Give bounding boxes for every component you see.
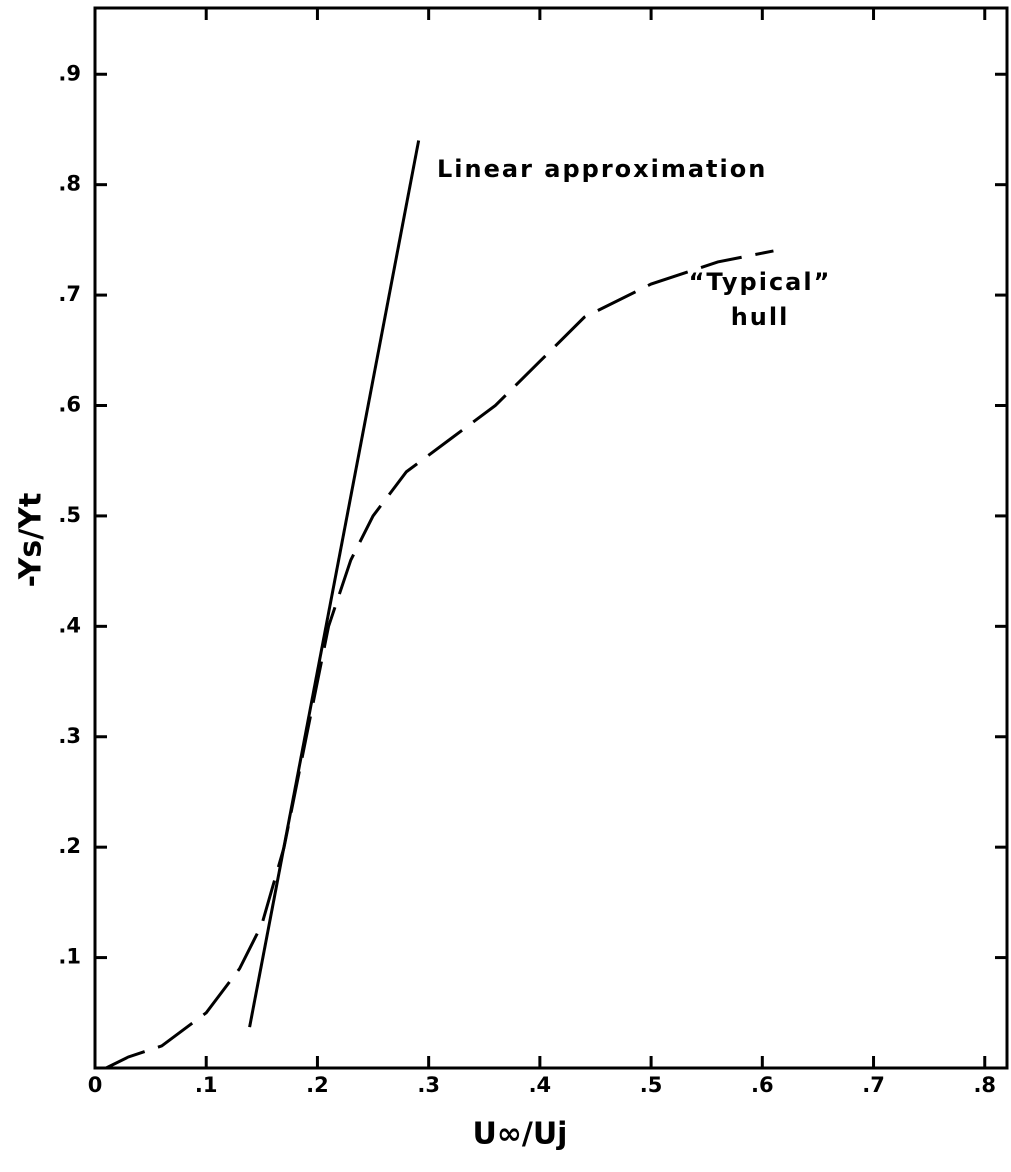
annotation: hull [731,303,790,331]
x-tick-label: .2 [306,1073,329,1097]
x-tick-label: .6 [751,1073,774,1097]
y-tick-label: .2 [58,834,81,858]
y-tick-label: .8 [58,172,81,196]
annotation: Linear approximation [437,155,767,183]
y-tick-label: .7 [58,282,81,306]
series-line [105,249,774,1070]
x-tick-label: .8 [973,1073,996,1097]
y-tick-label: .1 [58,945,81,969]
series-line [248,140,421,1028]
y-tick-label: .5 [58,503,81,527]
y-tick-label: .9 [58,61,81,85]
x-tick-label: .1 [195,1073,218,1097]
x-axis-label: U∞/Uj [473,1117,568,1152]
annotation: “Typical” [689,268,832,296]
y-tick-label: .4 [58,613,81,637]
x-tick-label: .7 [862,1073,885,1097]
x-tick-label: .4 [529,1073,552,1097]
y-tick-label: .3 [58,724,81,748]
x-tick-label: .3 [417,1073,440,1097]
y-tick-label: .6 [58,393,81,417]
y-axis-label: -Ys/Yt [14,493,49,588]
x-tick-label: .5 [640,1073,663,1097]
x-tick-label: 0 [88,1073,103,1097]
plot-frame [93,6,1009,1070]
